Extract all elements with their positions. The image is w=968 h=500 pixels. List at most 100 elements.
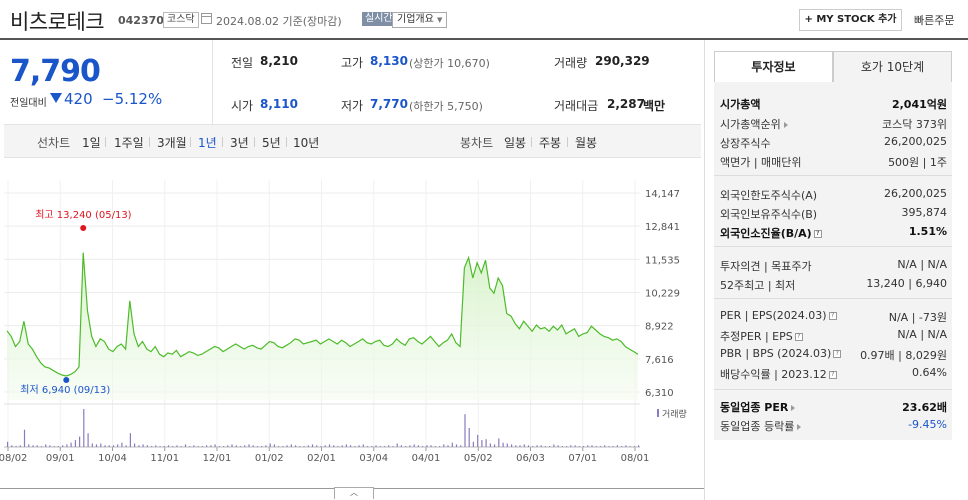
- volume-bar: [612, 446, 614, 447]
- sector-per-label[interactable]: 동일업종 PER: [720, 399, 796, 415]
- cap-rank-label[interactable]: 시가총액순위: [720, 116, 788, 132]
- volume-bar: [417, 445, 419, 447]
- x-tick-label: 11/01: [150, 453, 179, 464]
- add-my-stock-button[interactable]: + MY STOCK 추가: [799, 9, 902, 31]
- down-arrow-icon: [50, 93, 62, 103]
- high-value: 8,130: [370, 54, 408, 68]
- volume-bar: [218, 446, 220, 447]
- sector-change-text: 동일업종 등락률: [720, 420, 795, 433]
- realtime-badge[interactable]: 실시간: [362, 12, 396, 26]
- volume-bar: [62, 445, 64, 447]
- volume-bar: [494, 444, 496, 447]
- volume-bar: [544, 446, 546, 447]
- tab-investment-info[interactable]: 투자정보: [714, 51, 833, 83]
- volume-bar: [409, 445, 411, 447]
- open-label: 시가: [231, 99, 254, 113]
- sector-change-label[interactable]: 동일업종 등락률: [720, 418, 802, 434]
- volume-bar: [265, 445, 267, 447]
- volume-bar: [625, 445, 627, 447]
- week52-label: 52주최고 | 최저: [720, 279, 796, 292]
- volume-bar: [227, 445, 229, 447]
- stock-name: 비츠로테크: [10, 10, 105, 34]
- tab-weekly[interactable]: 주봉: [539, 136, 562, 150]
- volume-bar: [523, 444, 525, 447]
- volume-bar: [604, 445, 606, 447]
- tab-3m[interactable]: 3개월: [157, 136, 187, 150]
- volume-bar: [261, 446, 263, 447]
- help-icon[interactable]: ?: [828, 371, 837, 379]
- volume-bar: [324, 445, 326, 447]
- help-icon[interactable]: ?: [794, 333, 803, 341]
- tab-3y[interactable]: 3년: [230, 136, 249, 150]
- volume-bar: [74, 440, 76, 447]
- investment-info-panel: [714, 82, 952, 440]
- x-tick-label: 04/01: [412, 453, 441, 464]
- volume-bar: [430, 445, 432, 447]
- market-cap-value: 2,041억원: [891, 98, 947, 111]
- tab-1w[interactable]: 1주일: [114, 136, 144, 150]
- volume-bar: [477, 434, 479, 447]
- prev-close-label: 전일: [231, 56, 254, 70]
- volume-bar: [273, 444, 275, 447]
- volume-bar: [11, 445, 13, 447]
- volume-bar: [108, 445, 110, 447]
- per-label: PER | EPS(2024.03)?: [720, 309, 837, 322]
- help-icon[interactable]: ?: [813, 230, 822, 238]
- volume-bar: [371, 446, 373, 447]
- volume-bar: [383, 446, 386, 447]
- help-icon[interactable]: ?: [833, 350, 842, 358]
- volume-bar: [447, 445, 449, 447]
- volume-bar: [587, 445, 589, 447]
- volume-bar: [337, 446, 339, 447]
- y-tick-label: 12,841: [645, 222, 680, 233]
- volume-bar: [278, 446, 280, 447]
- volume-value: 290,329: [595, 54, 650, 68]
- tab-daily[interactable]: 일봉: [504, 136, 527, 150]
- shares-label: 상장주식수: [720, 137, 771, 150]
- help-icon[interactable]: ?: [828, 312, 837, 320]
- volume-bar: [163, 446, 165, 447]
- y-tick-label: 6,310: [645, 388, 674, 399]
- prev-close-value: 8,210: [260, 54, 298, 68]
- volume-legend-icon: [657, 409, 659, 417]
- volume-bar: [15, 446, 17, 447]
- volume-bar: [248, 444, 250, 447]
- caret-right-icon: [791, 405, 796, 411]
- tab-order-book[interactable]: 호가 10단계: [833, 51, 952, 83]
- divider: [286, 137, 287, 147]
- tab-10y[interactable]: 10년: [293, 136, 320, 150]
- volume-bar: [561, 446, 563, 447]
- dividend-text: 배당수익률 | 2023.12: [720, 368, 827, 381]
- volume-bar: [214, 444, 216, 447]
- foreign-limit-value: 26,200,025: [884, 187, 947, 200]
- candle-chart-label: 봉차트: [460, 136, 494, 150]
- volume-bar: [515, 445, 517, 447]
- sector-change-value: -9.45%: [908, 418, 947, 431]
- company-overview-button[interactable]: 기업개요 ▼: [392, 12, 448, 28]
- expand-chart-button[interactable]: ︿: [334, 487, 374, 499]
- tab-5y[interactable]: 5년: [262, 136, 281, 150]
- volume-bar: [66, 444, 68, 447]
- sector-per-text: 동일업종 PER: [720, 401, 789, 414]
- quick-order-link[interactable]: 빠른주문: [914, 14, 955, 27]
- volume-bar: [481, 440, 483, 447]
- price-chart[interactable]: 14,14712,84111,53510,2298,9227,6166,310 …: [0, 160, 704, 488]
- week52-value: 13,240 | 6,940: [866, 277, 947, 290]
- tab-1d[interactable]: 1일: [82, 136, 101, 150]
- tab-monthly[interactable]: 월봉: [575, 136, 598, 150]
- volume-bar: [79, 436, 81, 447]
- volume-bar: [328, 444, 331, 447]
- chevron-up-icon: ︿: [350, 488, 358, 497]
- volume-bar: [91, 443, 93, 447]
- est-per-label: 추정PER | EPS?: [720, 328, 803, 344]
- volume-bar: [599, 446, 602, 447]
- volume-bar: [388, 445, 390, 447]
- amount-unit: 백만: [643, 99, 666, 113]
- volume-bar: [142, 444, 144, 447]
- x-tick-label: 08/02: [0, 453, 27, 464]
- chevron-down-icon: ▼: [437, 16, 443, 24]
- volume-bar: [527, 445, 530, 447]
- volume-bar: [57, 446, 59, 447]
- tab-1y[interactable]: 1년: [198, 136, 217, 150]
- x-tick-label: 01/02: [255, 453, 284, 464]
